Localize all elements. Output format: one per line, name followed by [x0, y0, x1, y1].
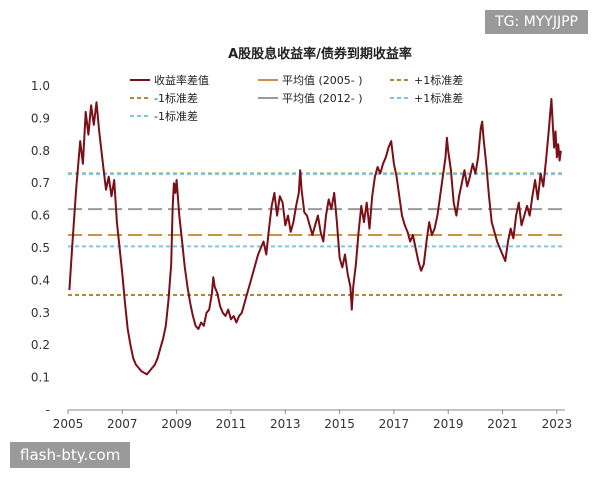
- series-line: [68, 98, 562, 376]
- y-tick-label: 0.7: [31, 176, 50, 190]
- legend-label: -1标准差: [154, 109, 198, 123]
- watermark-bottom: flash-bty.com: [10, 442, 131, 468]
- y-tick-label: 1.0: [31, 79, 50, 93]
- axes: - 0.1 0.2 0.3 0.4 0.5 0.6 0.7 0.8 0.9 1.0 2005 2007 2…: [31, 79, 572, 431]
- x-tick-label: 2017: [379, 417, 410, 431]
- chart-title: A股股息收益率/债券到期收益率: [228, 46, 412, 62]
- legend-label: 收益率差值: [154, 73, 209, 87]
- x-tick-label: 2015: [324, 417, 355, 431]
- y-tick-label: 0.6: [31, 209, 50, 223]
- legend-label: 平均值 (2005- ): [282, 74, 363, 87]
- x-tick-label: 2019: [433, 417, 464, 431]
- y-tick-label: 0.4: [31, 273, 50, 287]
- y-tick-label: 0.8: [31, 144, 50, 158]
- y-tick-label: 0.2: [31, 338, 50, 352]
- x-tick-label: 2005: [53, 417, 84, 431]
- y-tick-label: 0.5: [31, 241, 50, 255]
- legend-label: -1标准差: [154, 91, 198, 105]
- x-tick-label: 2009: [161, 417, 192, 431]
- y-tick-label: -: [46, 403, 50, 417]
- y-tick-label: 0.9: [31, 111, 50, 125]
- watermark-top: TG: MYYJJPP: [485, 10, 588, 34]
- series-layer: [68, 98, 562, 376]
- reference-lines: [68, 172, 565, 296]
- x-tick-label: 2007: [107, 417, 138, 431]
- legend-label: 平均值 (2012- ): [282, 92, 363, 105]
- legend-label: +1标准差: [414, 91, 463, 105]
- y-tick-label: 0.1: [31, 371, 50, 385]
- y-tick-label: 0.3: [31, 306, 50, 320]
- x-tick-label: 2021: [487, 417, 518, 431]
- x-tick-label: 2013: [270, 417, 301, 431]
- x-tick-label: 2023: [542, 417, 573, 431]
- legend-label: +1标准差: [414, 73, 463, 87]
- legend: 收益率差值 平均值 (2005- ) +1标准差 -1标准差 平均值 (2012- ) +…: [130, 73, 463, 123]
- x-tick-label: 2011: [216, 417, 247, 431]
